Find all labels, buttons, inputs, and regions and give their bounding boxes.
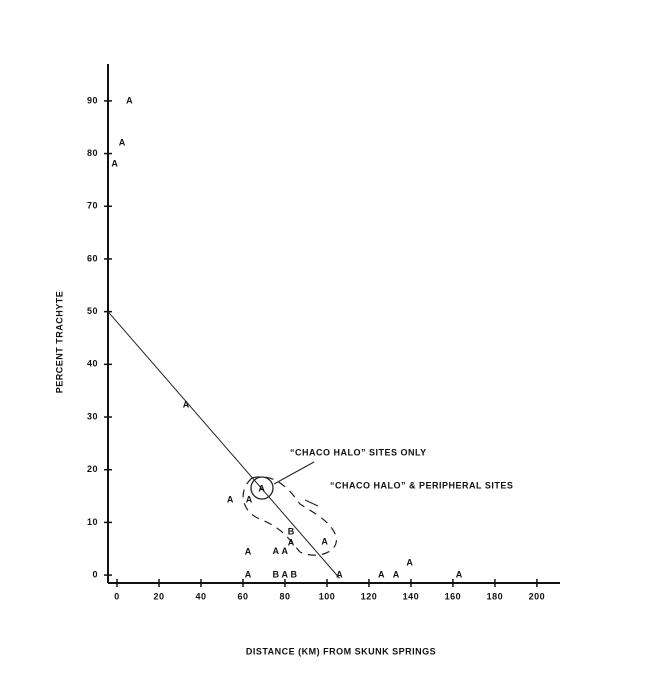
point-marker: A [378,569,385,579]
point-marker: B [291,569,298,579]
x-tick-label: 60 [237,591,248,601]
y-tick-label: 30 [87,411,98,421]
y-tick-label: 40 [87,359,98,369]
y-tick-label: 90 [87,95,98,105]
point-marker: A [258,484,265,494]
y-tick-label: 50 [87,306,98,316]
x-tick-label: 180 [487,591,504,601]
point-marker: A [281,569,288,579]
highlight-circle [250,476,274,500]
annotation: “CHACO HALO” SITES ONLY [290,447,427,457]
point-marker: A [456,569,463,579]
y-tick-label: 0 [92,569,98,579]
x-tick-label: 0 [114,591,120,601]
x-axis-label: DISTANCE (KM) FROM SKUNK SPRINGS [246,646,436,656]
point-marker: B [272,569,279,579]
y-tick-label: 60 [87,253,98,263]
dashed-outline [242,476,337,556]
point-marker: A [406,557,413,567]
point-marker: A [288,537,295,547]
point-marker: A [126,95,133,105]
point-marker: A [246,495,253,505]
point-marker: A [245,569,252,579]
point-marker: A [281,546,288,556]
x-tick-label: 160 [445,591,462,601]
point-marker: A [111,158,118,168]
x-tick-label: 100 [319,591,336,601]
point-marker: A [336,569,343,579]
point-marker: A [393,569,400,579]
point-marker: A [321,536,328,546]
x-tick-label: 140 [403,591,420,601]
point-marker: A [119,137,126,147]
annotation: “CHACO HALO” & PERIPHERAL SITES [330,480,513,490]
y-tick-label: 80 [87,148,98,158]
x-tick-label: 20 [154,591,165,601]
y-tick-label: 70 [87,201,98,211]
y-tick-label: 20 [87,464,98,474]
point-marker: A [183,399,190,409]
x-tick-label: 200 [529,591,546,601]
leader-line [273,461,315,485]
leader-line [304,499,319,507]
point-marker: B [288,526,295,536]
y-tick-label: 10 [87,517,98,527]
x-tick-label: 120 [361,591,378,601]
point-marker: A [245,546,252,556]
point-marker: A [272,546,279,556]
reference-line [107,311,340,579]
x-tick-label: 40 [195,591,206,601]
point-marker: A [227,495,234,505]
x-tick-label: 80 [279,591,290,601]
y-axis-label: PERCENT TRACHYTE [54,291,64,394]
